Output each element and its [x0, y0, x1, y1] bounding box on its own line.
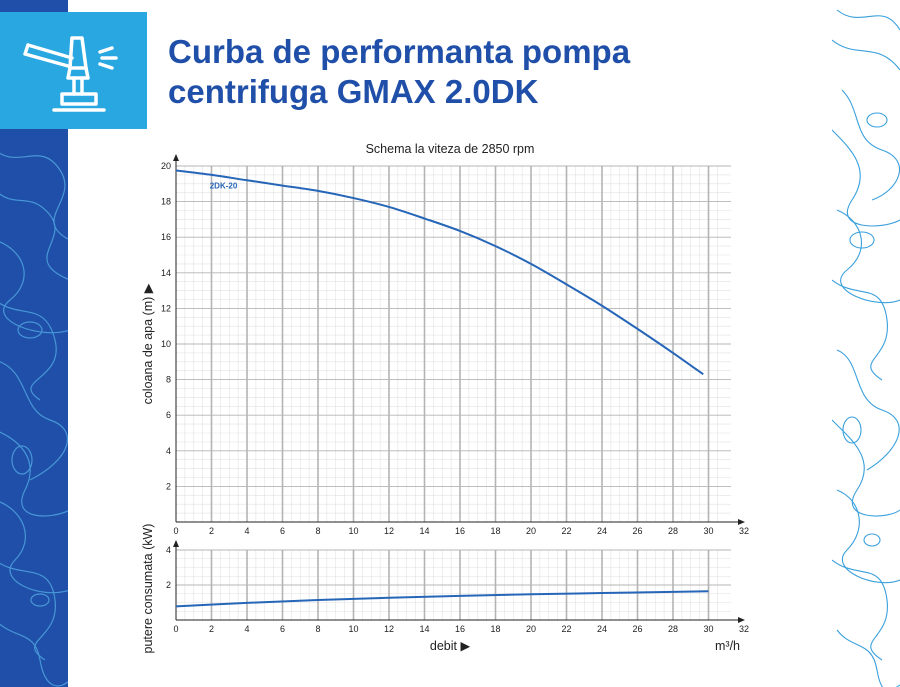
- chart1-y-tick-label: 8: [166, 375, 171, 385]
- chart2-x-axis-label: debit ▶: [430, 639, 471, 653]
- chart1-x-tick-label: 22: [561, 526, 571, 536]
- chart2-x-tick-label: 20: [526, 624, 536, 634]
- chart1-x-tick-label: 12: [384, 526, 394, 536]
- chart2-x-tick-label: 10: [348, 624, 358, 634]
- chart1-x-tick-label: 2: [209, 526, 214, 536]
- chart2-x-tick-label: 16: [455, 624, 465, 634]
- page-title-line-2: centrifuga GMAX 2.0DK: [168, 73, 539, 110]
- chart1-y-tick-label: 2: [166, 481, 171, 491]
- page-title: Curba de performanta pompa centrifuga GM…: [168, 32, 808, 112]
- chart2-series-line-power: [175, 590, 709, 608]
- chart1-x-tick-label: 4: [244, 526, 249, 536]
- chart2-x-tick-label: 6: [280, 624, 285, 634]
- chart1-y-tick-label: 14: [161, 268, 171, 278]
- chart2-y-axis-label: putere consumata (kW): [141, 524, 155, 654]
- topographic-pattern-right: [832, 9, 900, 687]
- chart2-x-axis-arrow: [738, 617, 745, 623]
- chart1-x-tick-label: 20: [526, 526, 536, 536]
- chart1-x-tick-label: 30: [703, 526, 713, 536]
- chart2-x-tick-label: 24: [597, 624, 607, 634]
- chart2-x-tick-label: 0: [173, 624, 178, 634]
- chart1-x-tick-label: 24: [597, 526, 607, 536]
- page-title-line-1: Curba de performanta pompa: [168, 33, 631, 70]
- chart1-x-tick-label: 6: [280, 526, 285, 536]
- chart1-x-tick-label: 8: [315, 526, 320, 536]
- chart2-y-axis-arrow: [173, 540, 179, 547]
- chart2-x-tick-label: 30: [703, 624, 713, 634]
- chart2-x-tick-label: 22: [561, 624, 571, 634]
- chart1-x-tick-label: 16: [455, 526, 465, 536]
- chart1-x-tick-label: 10: [348, 526, 358, 536]
- chart1-x-tick-label: 32: [739, 526, 749, 536]
- chart1-x-axis-arrow: [738, 519, 745, 525]
- chart1-x-tick-label: 26: [632, 526, 642, 536]
- chart2-x-tick-label: 18: [490, 624, 500, 634]
- chart1-y-tick-label: 12: [161, 303, 171, 313]
- chart2-x-tick-label: 14: [419, 624, 429, 634]
- chart2-x-tick-label: 4: [244, 624, 249, 634]
- chart2-x-tick-label: 12: [384, 624, 394, 634]
- chart-title: Schema la viteza de 2850 rpm: [366, 142, 535, 156]
- chart1-series-line-2dk-20: [175, 169, 704, 376]
- chart2-x-tick-label: 8: [315, 624, 320, 634]
- chart2-y-tick-label: 4: [166, 545, 171, 555]
- chart1-x-tick-label: 0: [173, 526, 178, 536]
- chart1-y-axis-arrow: [173, 154, 179, 161]
- chart1-y-tick-label: 20: [161, 161, 171, 171]
- chart2-y-tick-label: 2: [166, 580, 171, 590]
- chart1-y-tick-label: 4: [166, 446, 171, 456]
- chart1-x-tick-label: 18: [490, 526, 500, 536]
- chart2-x-tick-label: 28: [668, 624, 678, 634]
- chart1-y-tick-label: 18: [161, 197, 171, 207]
- chart1-y-tick-label: 16: [161, 232, 171, 242]
- chart2-x-axis-unit: m³/h: [715, 639, 740, 653]
- chart1-x-tick-label: 14: [419, 526, 429, 536]
- right-decorative-band: [832, 0, 900, 687]
- chart1-y-tick-label: 10: [161, 339, 171, 349]
- topographic-pattern-left: [0, 152, 68, 687]
- chart2-x-tick-label: 32: [739, 624, 749, 634]
- sprinkler-icon-box: [0, 12, 147, 129]
- chart2-x-tick-label: 26: [632, 624, 642, 634]
- sprinkler-icon: [23, 36, 118, 112]
- chart1-y-axis-label: coloana de apa (m) ▶: [141, 283, 155, 404]
- chart1-x-tick-label: 28: [668, 526, 678, 536]
- chart2-x-tick-label: 2: [209, 624, 214, 634]
- chart1-y-tick-label: 6: [166, 410, 171, 420]
- chart1-series-label: 2DK-20: [210, 181, 238, 190]
